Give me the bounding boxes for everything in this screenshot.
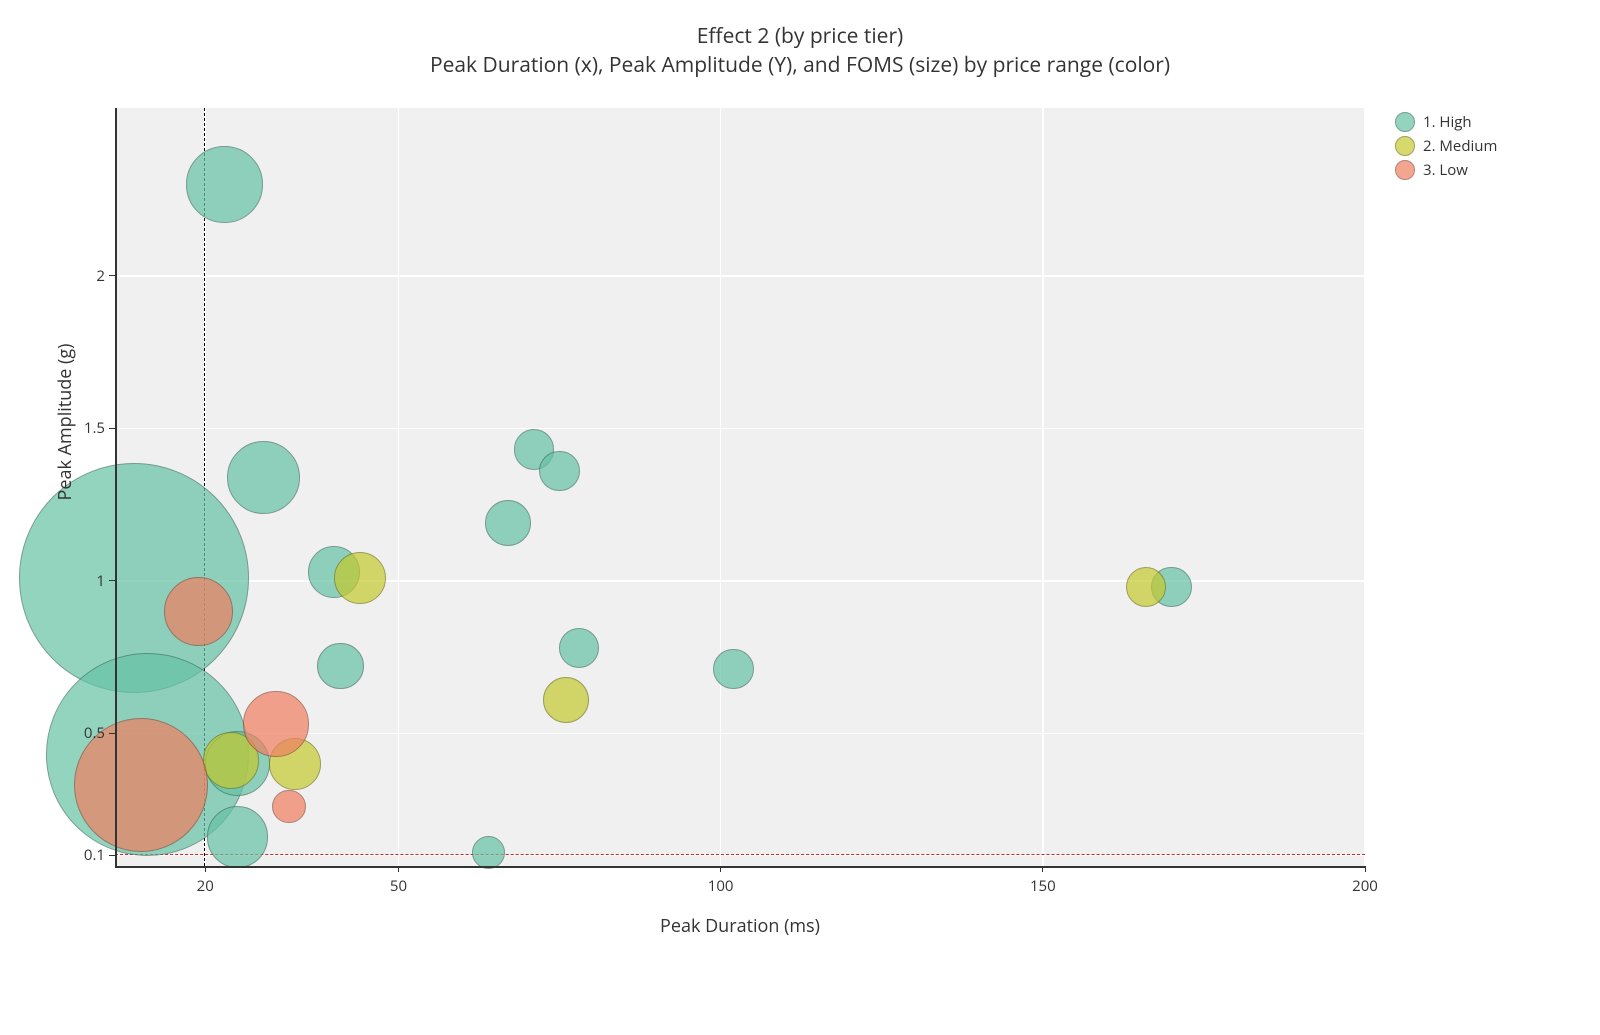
bubble-point[interactable] xyxy=(539,451,579,491)
title-line-2: Peak Duration (x), Peak Amplitude (Y), a… xyxy=(430,51,1170,79)
x-tick-mark xyxy=(1365,866,1366,872)
legend: 1. High 2. Medium 3. Low xyxy=(1395,112,1497,184)
y-tick-mark xyxy=(109,428,115,429)
legend-swatch-icon xyxy=(1395,112,1415,132)
gridline-vertical xyxy=(1042,108,1044,866)
y-tick-label: 0.5 xyxy=(84,723,105,743)
title-line-1: Effect 2 (by price tier) xyxy=(697,22,903,50)
gridline-horizontal xyxy=(115,428,1365,430)
x-tick-label: 50 xyxy=(379,876,419,896)
legend-item[interactable]: 1. High xyxy=(1395,112,1497,132)
bubble-point[interactable] xyxy=(1126,567,1166,607)
legend-item[interactable]: 2. Medium xyxy=(1395,136,1497,156)
legend-swatch-icon xyxy=(1395,160,1415,180)
gridline-vertical xyxy=(1364,108,1366,866)
bubble-point[interactable] xyxy=(243,691,308,756)
y-tick-label: 1.5 xyxy=(84,418,105,438)
bubble-point[interactable] xyxy=(227,441,300,514)
x-tick-label: 100 xyxy=(701,876,741,896)
bubble-point[interactable] xyxy=(559,628,599,668)
y-tick-mark xyxy=(109,580,115,581)
bubble-point[interactable] xyxy=(713,649,753,689)
bubble-point[interactable] xyxy=(272,790,305,823)
x-tick-mark xyxy=(205,866,206,872)
x-tick-label: 20 xyxy=(185,876,225,896)
bubble-point[interactable] xyxy=(207,806,268,867)
x-tick-label: 200 xyxy=(1345,876,1385,896)
gridline-vertical xyxy=(398,108,400,866)
legend-swatch-icon xyxy=(1395,136,1415,156)
y-tick-label: 2 xyxy=(96,266,105,286)
x-tick-mark xyxy=(1042,866,1043,872)
bubble-point[interactable] xyxy=(472,836,505,869)
chart-container: Effect 2 (by price tier) Peak Duration (… xyxy=(0,0,1600,1035)
gridline-horizontal xyxy=(115,275,1365,277)
y-tick-mark xyxy=(109,733,115,734)
y-tick-label: 0.1 xyxy=(84,845,105,865)
x-tick-mark xyxy=(398,866,399,872)
bubble-point[interactable] xyxy=(485,500,531,546)
bubble-point[interactable] xyxy=(334,552,386,604)
x-tick-label: 150 xyxy=(1023,876,1063,896)
x-axis-title: Peak Duration (ms) xyxy=(115,914,1365,938)
x-axis-line xyxy=(115,866,1365,868)
chart-title: Effect 2 (by price tier) Peak Duration (… xyxy=(0,0,1600,81)
x-tick-mark xyxy=(720,866,721,872)
legend-label: 1. High xyxy=(1423,112,1472,132)
bubble-point[interactable] xyxy=(164,577,233,646)
reference-hline xyxy=(115,854,1365,855)
bubble-point[interactable] xyxy=(543,677,589,723)
bubble-point[interactable] xyxy=(317,643,363,689)
y-tick-label: 1 xyxy=(96,571,105,591)
y-tick-mark xyxy=(109,855,115,856)
y-tick-mark xyxy=(109,275,115,276)
y-axis-title: Peak Amplitude (g) xyxy=(53,272,77,572)
bubble-point[interactable] xyxy=(186,146,263,223)
legend-item[interactable]: 3. Low xyxy=(1395,160,1497,180)
y-axis-line xyxy=(115,108,117,866)
gridline-vertical xyxy=(720,108,722,866)
legend-label: 3. Low xyxy=(1423,160,1468,180)
legend-label: 2. Medium xyxy=(1423,136,1497,156)
